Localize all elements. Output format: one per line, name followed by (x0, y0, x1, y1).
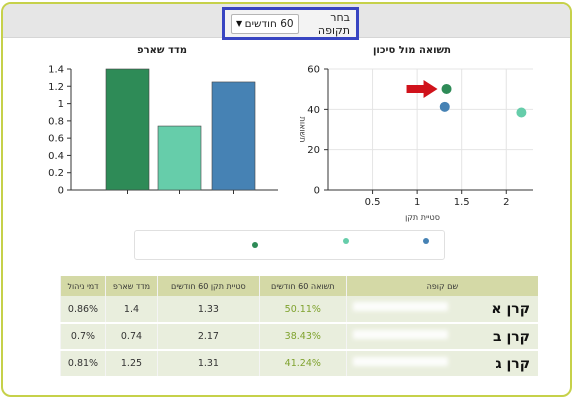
redacted-blur (352, 357, 448, 366)
std-dev-cell: 1.33 (156, 296, 260, 324)
sharpe-cell: 1.4 (105, 296, 158, 324)
y-tick-label: 60 (307, 65, 320, 76)
y-tick-label: 20 (307, 145, 320, 156)
table-row: קרן ב 38.43% 2.17 0.74 0.7% (60, 323, 538, 351)
y-tick-label: 0.6 (48, 134, 64, 145)
x-tick-label: 2 (503, 197, 509, 208)
chart-legend (134, 230, 445, 260)
table-row: קרן א 50.11% 1.33 1.4 0.86% (60, 296, 538, 324)
fund-name-cell: קרן א (345, 296, 538, 324)
x-axis-label: סטיית תקן (405, 213, 440, 222)
sharpe-chart-title: מדד שארפ (137, 45, 187, 56)
period-dropdown[interactable]: 60 חודשים ▼ (231, 13, 299, 34)
period-label: בחר תקופה (317, 10, 350, 37)
return-cell: 50.11% (258, 296, 347, 324)
point-fund-2 (516, 107, 527, 118)
y-tick-label: 40 (307, 105, 320, 116)
redacted-blur (375, 78, 398, 99)
dropdown-arrow-icon: ▼ (236, 19, 243, 28)
legend-marker-fund-a (252, 242, 258, 248)
y-tick-label: 1.2 (48, 82, 64, 93)
sharpe-cell: 1.25 (105, 350, 158, 378)
y-tick-label: 1.4 (48, 65, 64, 76)
funds-table: שם קופה תשואה 60 חודשים סטיית תקן 60 חוד… (60, 276, 538, 378)
std-dev-cell: 1.31 (156, 350, 260, 378)
header-return: תשואה 60 חודשים (258, 276, 347, 296)
header-fund-name: שם קופה (345, 276, 538, 296)
y-tick-label: 1 (58, 99, 64, 110)
period-selected-value: 60 חודשים (244, 17, 294, 30)
risk-return-scatter: 0 20 40 60 0.5 1 1.5 2 תשואות סטיית תקן (298, 65, 533, 222)
top-bar: בחר תקופה 60 חודשים ▼ (3, 4, 570, 40)
legend-marker-fund-c (423, 238, 429, 244)
redacted-blur (352, 330, 448, 339)
x-tick-label: 0.5 (365, 197, 381, 208)
x-tick-label: 1 (414, 197, 420, 208)
y-tick-label: 0 (314, 186, 320, 197)
fund-name-cell: קרן ג (345, 350, 538, 378)
sharpe-bar-chart: 0 0.2 0.4 0.6 0.8 1 1.2 1.4 (48, 65, 278, 197)
y-tick-label: 0.2 (48, 168, 64, 179)
fund-name-cell: קרן ב (345, 323, 538, 351)
bar-fund-2 (157, 125, 202, 191)
sharpe-cell: 0.74 (105, 323, 158, 351)
fee-cell: 0.81% (60, 350, 106, 378)
return-cell: 38.43% (258, 323, 347, 351)
table-row: קרן ג 41.24% 1.31 1.25 0.81% (60, 350, 538, 378)
y-tick-label: 0.4 (48, 151, 64, 162)
fee-cell: 0.86% (60, 296, 106, 324)
y-tick-label: 0.8 (48, 116, 64, 127)
point-fund-3 (439, 101, 450, 112)
bar-fund-1 (105, 68, 150, 191)
return-cell: 41.24% (258, 350, 347, 378)
fee-cell: 0.7% (60, 323, 106, 351)
legend-marker-fund-b (343, 238, 349, 244)
redacted-blur (352, 302, 448, 311)
x-tick-label: 1.5 (454, 197, 470, 208)
point-fund-1 (441, 83, 452, 94)
y-tick-label: 0 (58, 186, 64, 197)
header-sharpe: מדד שארפ (105, 276, 158, 296)
header-fee: דמי ניהול (60, 276, 106, 296)
y-axis-label: תשואות (298, 117, 307, 143)
std-dev-cell: 2.17 (156, 323, 260, 351)
highlight-arrow-icon (406, 79, 438, 98)
table-header-row: שם קופה תשואה 60 חודשים סטיית תקן 60 חוד… (60, 276, 538, 296)
bar-fund-3 (211, 81, 256, 191)
risk-chart-title: תשואה מול סיכון (373, 45, 451, 56)
header-std-dev: סטיית תקן 60 חודשים (156, 276, 260, 296)
period-selector: בחר תקופה 60 חודשים ▼ (222, 7, 359, 40)
